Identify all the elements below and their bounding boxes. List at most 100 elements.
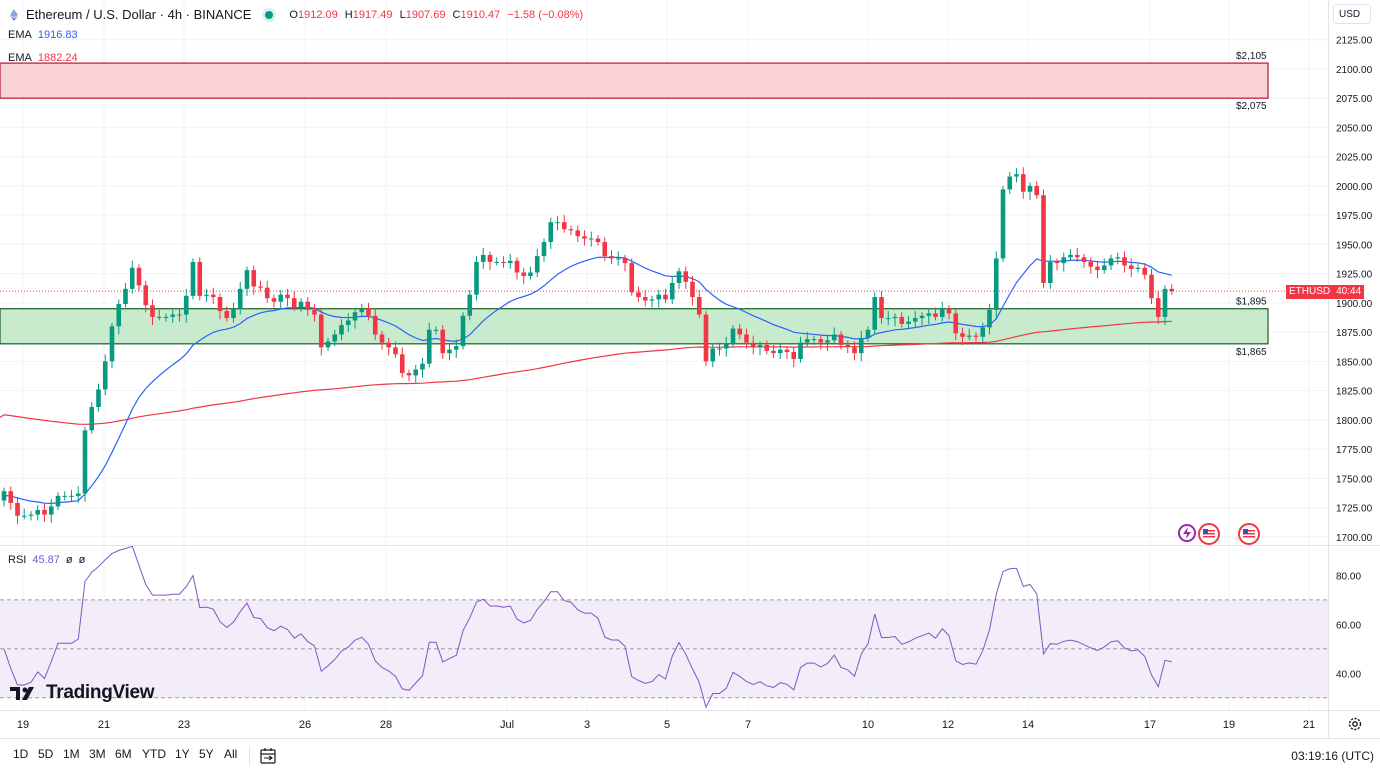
candle-body <box>865 329 871 338</box>
y-tick-label: 1750.00 <box>1336 474 1373 485</box>
us-flag-icon <box>1243 529 1255 539</box>
candle-body <box>372 315 378 335</box>
candle-body <box>852 347 857 354</box>
candle-body <box>831 334 837 341</box>
candle-body <box>426 329 432 364</box>
candle-body <box>1081 257 1087 262</box>
ema-fast-legend[interactable]: EMA 1916.83 <box>8 29 78 41</box>
y-tick-label: 2050.00 <box>1336 123 1373 134</box>
candle-body <box>1095 266 1100 271</box>
timeframe-5y[interactable]: 5Y <box>199 747 214 761</box>
utc-clock[interactable]: 03:19:16 (UTC) <box>1291 749 1374 763</box>
settings-gear-icon[interactable] <box>1347 716 1363 732</box>
candle-body <box>696 297 702 315</box>
timeframe-1m[interactable]: 1M <box>63 747 80 761</box>
ema-slow-legend[interactable]: EMA 1882.24 <box>8 52 78 64</box>
candle-body <box>82 430 88 494</box>
candle-body <box>555 222 560 224</box>
us-economic-event-icon-2[interactable] <box>1238 523 1260 545</box>
candle-body <box>730 328 736 344</box>
candle-body <box>528 272 533 276</box>
candle-body <box>548 222 554 243</box>
timeframe-1y[interactable]: 1Y <box>175 747 190 761</box>
us-flag-icon <box>1203 529 1215 539</box>
candle-body <box>163 316 169 318</box>
y-tick-label: 2075.00 <box>1336 94 1373 105</box>
candle-body <box>467 294 473 316</box>
us-economic-event-icon[interactable] <box>1198 523 1220 545</box>
candle-body <box>1000 189 1006 259</box>
timeframe-all[interactable]: All <box>224 747 238 761</box>
timeframe-ytd[interactable]: YTD <box>142 747 166 761</box>
candle-body <box>237 288 243 309</box>
candle-body <box>541 242 547 257</box>
market-status-icon <box>265 10 274 19</box>
timeframe-6m[interactable]: 6M <box>115 747 132 761</box>
symbol-title[interactable]: Ethereum / U.S. Dollar · 4h · BINANCE <box>26 7 252 22</box>
y-tick-label: 2100.00 <box>1336 65 1373 76</box>
timeframe-3m[interactable]: 3M <box>89 747 106 761</box>
candle-body <box>561 222 567 230</box>
ema-fast-line <box>3 256 1172 505</box>
date-range-icon[interactable] <box>259 747 277 765</box>
candle-body <box>1169 288 1175 292</box>
support-high-label: $1,895 <box>1236 297 1267 308</box>
y-tick-label: 2025.00 <box>1336 153 1373 164</box>
y-tick-label: 1875.00 <box>1336 328 1373 339</box>
candle-body <box>170 314 176 317</box>
candle-body <box>676 271 682 283</box>
timeframe-1d[interactable]: 1D <box>13 747 29 761</box>
candle-body <box>1142 267 1148 275</box>
candle-body <box>480 254 486 262</box>
candle-body <box>298 301 304 308</box>
x-tick-label: 12 <box>942 719 954 731</box>
x-tick-label: 7 <box>745 719 751 731</box>
tradingview-logo[interactable]: TradingView <box>10 682 155 704</box>
x-tick-label: Jul <box>500 719 514 731</box>
rsi-legend[interactable]: RSI 45.87 ø ø <box>8 554 86 566</box>
candle-body <box>1108 258 1114 266</box>
candle-body <box>568 229 574 231</box>
candle-body <box>845 344 851 348</box>
candle-body <box>602 242 608 257</box>
candle-body <box>231 308 236 319</box>
candle-body <box>278 294 284 302</box>
candle-body <box>15 502 20 516</box>
ema-slow-line <box>0 320 1172 425</box>
candle-body <box>703 314 709 362</box>
candle-body <box>183 295 189 315</box>
y-tick-label: 1725.00 <box>1336 504 1373 515</box>
candle-body <box>663 294 668 300</box>
candle-body <box>629 263 635 293</box>
candle-body <box>737 328 743 335</box>
timeframe-5d[interactable]: 5D <box>38 747 54 761</box>
candle-body <box>804 339 810 343</box>
candle-body <box>386 342 392 348</box>
candle-body <box>494 261 500 263</box>
candle-body <box>615 258 621 260</box>
rsi-tick-label: 80.00 <box>1336 571 1361 582</box>
y-tick-label: 1925.00 <box>1336 270 1373 281</box>
candle-body <box>1047 261 1053 283</box>
candle-body <box>899 316 905 324</box>
currency-button[interactable]: USD <box>1333 4 1371 24</box>
candle-body <box>96 389 101 407</box>
y-tick-label: 1850.00 <box>1336 357 1373 368</box>
y-tick-label: 1825.00 <box>1336 387 1373 398</box>
candle-body <box>1155 298 1161 317</box>
ethereum-icon <box>10 8 18 21</box>
candle-body <box>521 272 527 276</box>
candle-body <box>912 318 918 322</box>
candle-body <box>777 349 783 354</box>
resistance-high-label: $2,105 <box>1236 51 1267 62</box>
candle-body <box>271 298 277 302</box>
candle-body <box>595 238 601 243</box>
x-tick-label: 21 <box>98 719 110 731</box>
candle-body <box>433 329 439 331</box>
candle-body <box>960 333 965 337</box>
candle-body <box>892 316 898 319</box>
flash-event-icon[interactable] <box>1178 524 1196 542</box>
candle-body <box>1020 174 1026 192</box>
candle-body <box>1135 267 1141 269</box>
